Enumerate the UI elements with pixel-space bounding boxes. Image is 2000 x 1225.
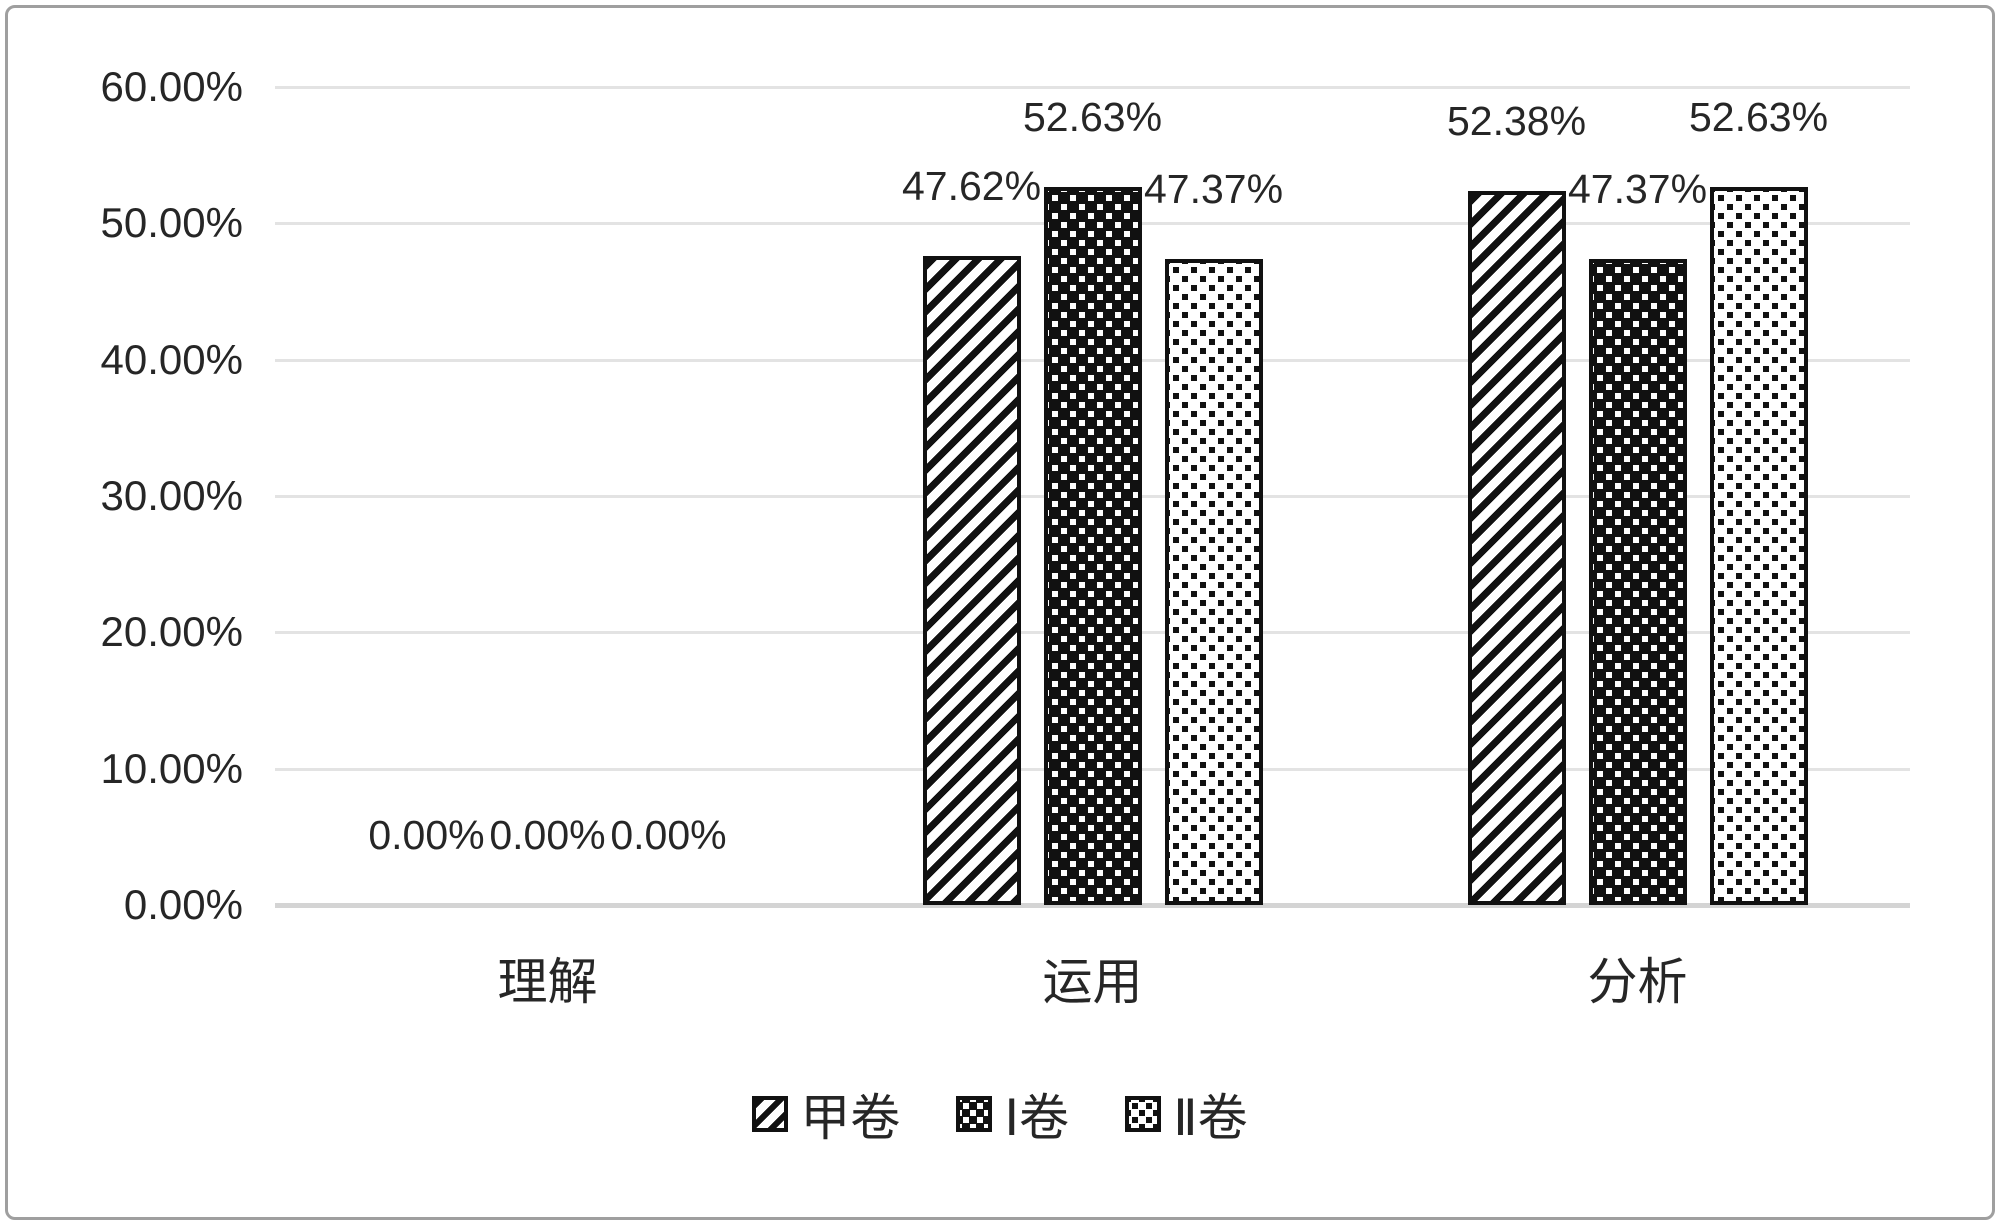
gridline-60.00% (275, 86, 1910, 89)
legend-swatch-black-with-white-dots-icon (956, 1096, 993, 1132)
category-label-分析: 分析 (1587, 954, 1688, 1010)
y-axis: 0.00% 10.00% 20.00% 30.00% 40.00% 50.00% 60.00… (0, 63, 243, 928)
bar-甲卷-分析 (1467, 190, 1566, 905)
legend-item-甲卷: 甲卷 (752, 1078, 900, 1150)
bar-value-label: 52.63% (1022, 94, 1163, 141)
bar-value-label: 52.63% (1688, 94, 1829, 141)
bar-value-label: 52.38% (1446, 97, 1587, 144)
bar-value-label: 0.00% (610, 812, 727, 858)
bar-value-label: 0.00% (368, 812, 485, 858)
y-tick-label: 30.00% (100, 472, 243, 519)
plot-area: 0.00% 0.00% 0.00% 47.62% 52.63% 47.37% 52.38% 4… (275, 86, 1910, 908)
legend-label: Ⅰ卷 (1004, 1090, 1070, 1146)
legend-item-Ⅱ卷: Ⅱ卷 (1125, 1078, 1248, 1150)
legend-swatch-white-with-black-dots-icon (1125, 1096, 1162, 1132)
legend-swatch-diagonal-stripes-icon (752, 1096, 789, 1132)
bar-Ⅱ卷-分析 (1709, 187, 1808, 905)
category-label-理解: 理解 (497, 954, 598, 1010)
y-tick-label: 50.00% (100, 199, 243, 247)
legend-label: 甲卷 (800, 1090, 901, 1146)
bar-甲卷-运用 (922, 255, 1021, 905)
y-tick-label: 20.00% (100, 608, 243, 656)
legend: 甲卷 Ⅰ卷 Ⅱ卷 (0, 1078, 2000, 1150)
legend-item-Ⅰ卷: Ⅰ卷 (956, 1078, 1069, 1150)
bar-value-label: 47.37% (1143, 166, 1284, 213)
legend-label: Ⅱ卷 (1173, 1090, 1248, 1146)
category-label-运用: 运用 (1042, 954, 1143, 1010)
y-tick-label: 40.00% (100, 335, 243, 383)
bar-Ⅰ卷-运用 (1043, 187, 1142, 905)
bar-Ⅱ卷-运用 (1164, 259, 1263, 905)
y-tick-label: 0.00% (123, 881, 243, 928)
bar-value-label: 0.00% (489, 812, 606, 858)
gridline-0.00% (275, 903, 1910, 908)
bar-value-label: 47.37% (1567, 166, 1708, 213)
y-tick-label: 60.00% (100, 63, 243, 110)
bar-value-label: 47.62% (901, 162, 1042, 209)
bar-Ⅰ卷-分析 (1588, 259, 1687, 905)
y-tick-label: 10.00% (100, 744, 243, 792)
